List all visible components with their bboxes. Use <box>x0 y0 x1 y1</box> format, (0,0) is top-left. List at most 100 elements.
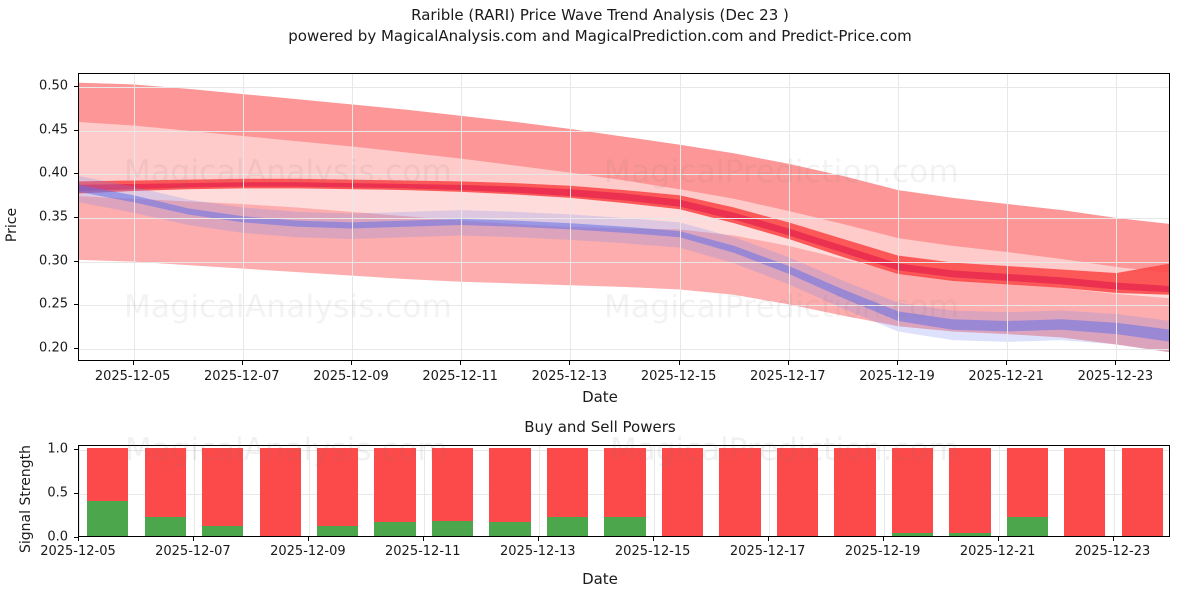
x-tick-label: 2025-12-13 <box>531 369 608 384</box>
signal-bar[interactable] <box>202 448 244 536</box>
x-tick-mark <box>997 537 999 541</box>
signal-bar[interactable] <box>546 448 589 536</box>
x-tick-mark <box>1006 361 1008 365</box>
gridline-horizontal <box>79 218 1169 219</box>
signal-y-axis-label: Signal Strength <box>18 444 35 554</box>
x-tick-mark <box>569 361 571 365</box>
y-tick-mark <box>74 347 78 349</box>
bar-segment-sell-power <box>489 448 531 522</box>
signal-bar[interactable] <box>374 448 416 536</box>
signal-bar[interactable] <box>1006 448 1048 536</box>
bar-segment-sell-power <box>374 448 416 522</box>
gridline-horizontal <box>79 174 1169 176</box>
x-tick-label: 2025-12-11 <box>422 369 498 384</box>
gridline-vertical <box>788 74 790 360</box>
gridline-vertical <box>1113 446 1115 536</box>
price-x-axis-label: Date <box>582 388 618 406</box>
signal-bar[interactable] <box>719 448 761 536</box>
signal-bar[interactable] <box>259 448 301 536</box>
x-tick-label: 2025-12-17 <box>729 544 806 559</box>
y-tick-mark <box>74 173 78 175</box>
x-tick-label: 2025-12-17 <box>750 369 826 384</box>
x-tick-mark <box>1112 537 1114 541</box>
x-tick-label: 2025-12-19 <box>859 369 935 384</box>
bar-segment-buy-power <box>489 522 531 536</box>
band-outer-to-core <box>79 82 1169 273</box>
signal-bar[interactable] <box>431 448 474 536</box>
signal-bar[interactable] <box>776 448 819 536</box>
y-tick-mark <box>74 537 78 538</box>
signal-bar[interactable] <box>316 448 359 536</box>
gridline-vertical <box>461 74 463 360</box>
band-outer-upper <box>79 82 1169 273</box>
x-tick-label: 2025-12-15 <box>614 544 691 559</box>
signal-bar[interactable] <box>144 448 186 536</box>
gridline-vertical <box>768 446 770 536</box>
band-inner-wave <box>79 182 1169 293</box>
bar-segment-buy-power <box>949 532 991 536</box>
x-tick-label: 2025-12-21 <box>968 369 1044 384</box>
bar-segment-buy-power <box>546 516 589 536</box>
y-tick-label: 1.0 <box>47 441 68 457</box>
gridline-vertical <box>1116 74 1118 360</box>
gridline-vertical <box>1007 74 1009 360</box>
x-tick-label: 2025-12-23 <box>1074 544 1151 559</box>
signal-chart-title: Buy and Sell Powers <box>524 418 676 436</box>
bar-segment-buy-power <box>431 521 474 536</box>
x-tick-label: 2025-12-13 <box>500 544 576 559</box>
gridline-horizontal <box>79 130 1169 132</box>
gridline-vertical <box>679 74 681 360</box>
bar-segment-sell-power <box>891 448 934 533</box>
y-tick-label: 0.45 <box>39 122 68 138</box>
x-tick-mark <box>192 537 194 541</box>
bar-segment-buy-power <box>144 516 186 536</box>
bar-segment-sell-power <box>316 448 359 526</box>
signal-bar[interactable] <box>604 448 646 536</box>
x-tick-label: 2025-12-07 <box>204 369 280 384</box>
bar-segment-sell-power <box>144 448 186 517</box>
bar-segment-sell-power <box>546 448 589 517</box>
bar-segment-sell-power <box>1064 448 1106 536</box>
y-tick-mark <box>74 449 78 451</box>
gridline-vertical <box>998 446 1000 536</box>
x-tick-mark <box>882 537 884 541</box>
x-tick-mark <box>767 537 769 541</box>
band-blue-halo <box>79 176 1169 353</box>
bar-segment-buy-power <box>316 525 359 536</box>
signal-bar[interactable] <box>87 448 129 536</box>
y-tick-label: 0.30 <box>39 253 68 269</box>
gridline-vertical <box>193 446 195 536</box>
gridline-vertical <box>423 446 425 536</box>
y-tick-mark <box>74 86 78 88</box>
signal-bar[interactable] <box>891 448 934 536</box>
price-chart-plot-area: MagicalAnalysis.comMagicalPrediction.com… <box>78 73 1170 361</box>
x-tick-mark <box>652 537 654 541</box>
signal-bar[interactable] <box>1064 448 1106 536</box>
signal-bar[interactable] <box>489 448 531 536</box>
gridline-vertical <box>242 74 244 360</box>
signal-bar[interactable] <box>661 448 704 536</box>
band-blue-wave <box>79 184 1169 342</box>
bar-segment-sell-power <box>719 448 761 536</box>
gridline-vertical <box>352 74 353 360</box>
y-tick-mark <box>74 493 78 495</box>
x-tick-label: 2025-12-19 <box>844 544 921 559</box>
x-tick-mark <box>897 361 898 365</box>
signal-bar[interactable] <box>1121 448 1163 536</box>
bar-segment-sell-power <box>604 448 646 517</box>
price-y-axis-label: Price <box>4 207 21 243</box>
gridline-horizontal <box>79 348 1169 350</box>
signal-bar[interactable] <box>834 448 876 536</box>
x-tick-mark <box>241 361 243 365</box>
y-tick-mark <box>74 217 78 218</box>
signal-bar[interactable] <box>949 448 991 536</box>
y-tick-label: 0.20 <box>39 340 68 356</box>
x-tick-mark <box>351 361 352 365</box>
bar-segment-buy-power <box>87 500 129 536</box>
x-tick-mark <box>678 361 680 365</box>
bar-segment-buy-power <box>374 522 416 536</box>
x-tick-mark <box>132 361 134 365</box>
bar-segment-sell-power <box>87 448 129 501</box>
gridline-horizontal <box>79 305 1169 307</box>
